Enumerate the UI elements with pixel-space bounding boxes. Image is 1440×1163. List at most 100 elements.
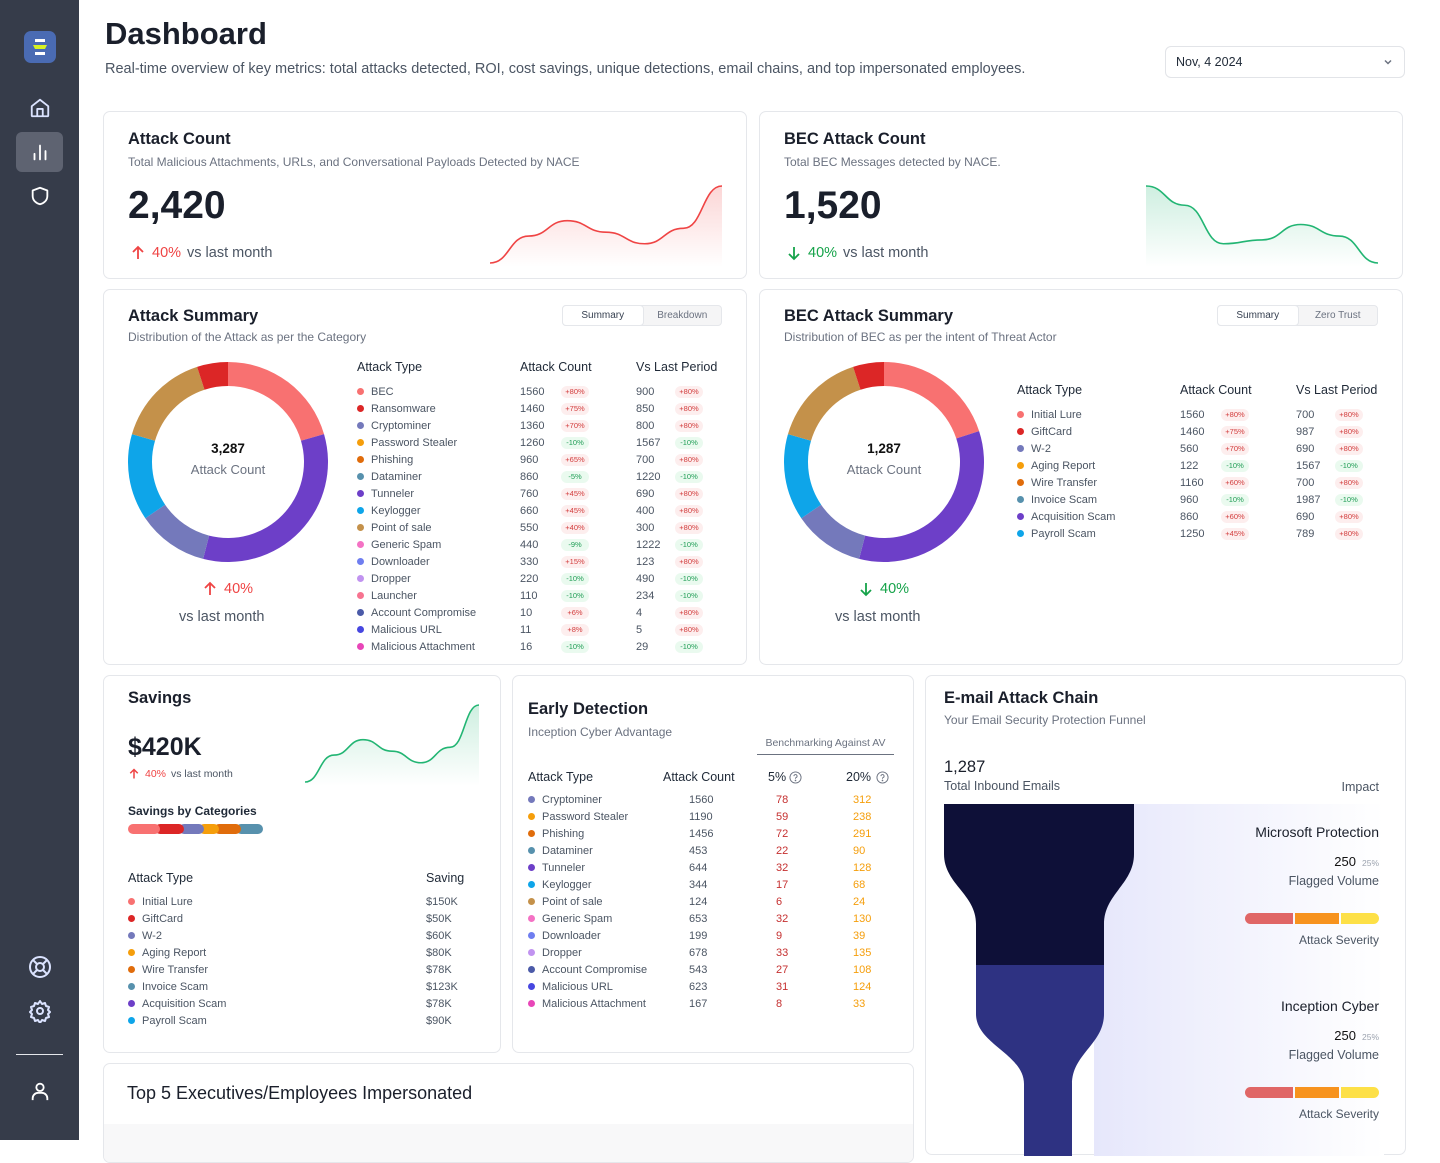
table-row[interactable]: Point of sale 124 6 24 xyxy=(528,893,898,910)
impersonated-card: Top 5 Executives/Employees Impersonated xyxy=(103,1063,914,1163)
previous-count: 690 xyxy=(1296,442,1315,455)
table-row[interactable]: GiftCard $50K xyxy=(128,910,468,927)
table-row[interactable]: Acquisition Scam $78K xyxy=(128,995,468,1012)
table-row[interactable]: Malicious Attachment 16 -10% 29 -10% xyxy=(357,638,727,655)
donut-segment[interactable] xyxy=(853,362,884,390)
table-row[interactable]: Account Compromise 543 27 108 xyxy=(528,961,898,978)
donut-segment[interactable] xyxy=(203,434,328,562)
table-row[interactable]: Acquisition Scam 860 +60% 690 +80% xyxy=(1017,508,1387,525)
question-circle-icon[interactable] xyxy=(876,770,889,784)
table-row[interactable]: Phishing 1456 72 291 xyxy=(528,825,898,842)
funnel-stage-1[interactable] xyxy=(944,804,1134,965)
date-select[interactable]: Nov, 4 2024 xyxy=(1165,46,1405,78)
table-row[interactable]: Invoice Scam $123K xyxy=(128,978,468,995)
table-row[interactable]: W-2 560 +70% 690 +80% xyxy=(1017,440,1387,457)
table-row[interactable]: Dropper 220 -10% 490 -10% xyxy=(357,570,727,587)
tab-summary[interactable]: Summary xyxy=(562,305,644,326)
tab-breakdown[interactable]: Breakdown xyxy=(657,310,708,321)
total-inbound-value: 1,287 xyxy=(944,758,986,776)
arrow-up-icon xyxy=(132,245,144,259)
table-row[interactable]: Malicious Attachment 167 8 33 xyxy=(528,995,898,1012)
table-row[interactable]: Invoice Scam 960 -10% 1987 -10% xyxy=(1017,491,1387,508)
sparkline-line xyxy=(489,185,723,264)
table-row[interactable]: Tunneler 760 +45% 690 +80% xyxy=(357,485,727,502)
table-row[interactable]: Ransomware 1460 +75% 850 +80% xyxy=(357,400,727,417)
table-row[interactable]: Account Compromise 10 +6% 4 +80% xyxy=(357,604,727,621)
table-row[interactable]: Tunneler 644 32 128 xyxy=(528,859,898,876)
donut-segment[interactable] xyxy=(228,362,325,441)
table-row[interactable]: Payroll Scam 1250 +45% 789 +80% xyxy=(1017,525,1387,542)
table-row[interactable]: Initial Lure $150K xyxy=(128,893,468,910)
table-row[interactable]: Keylogger 344 17 68 xyxy=(528,876,898,893)
donut-segment[interactable] xyxy=(784,434,822,519)
nav-profile[interactable] xyxy=(16,1071,63,1111)
attack-type: Invoice Scam xyxy=(142,980,209,993)
donut-segment[interactable] xyxy=(131,366,205,441)
table-row[interactable]: Point of sale 550 +40% 300 +80% xyxy=(357,519,727,536)
table-row[interactable]: BEC 1560 +80% 900 +80% xyxy=(357,383,727,400)
table-row[interactable]: Aging Report 122 -10% 1567 -10% xyxy=(1017,457,1387,474)
legend-dot-icon xyxy=(357,626,364,633)
attack-summary-card: Attack Summary Distribution of the Attac… xyxy=(103,289,747,665)
sparkline-area xyxy=(490,186,722,267)
stage-name: Inception Cyber xyxy=(1280,998,1379,1014)
table-row[interactable]: Wire Transfer $78K xyxy=(128,961,468,978)
table-row[interactable]: Malicious URL 11 +8% 5 +80% xyxy=(357,621,727,638)
table-row[interactable]: Password Stealer 1260 -10% 1567 -10% xyxy=(357,434,727,451)
nav-home[interactable] xyxy=(16,88,63,128)
donut-segment[interactable] xyxy=(884,362,980,439)
question-circle-icon[interactable] xyxy=(789,770,802,784)
attack-count: 960 xyxy=(1180,493,1199,506)
table-row[interactable]: Downloader 199 9 39 xyxy=(528,927,898,944)
nav-support[interactable] xyxy=(16,947,63,987)
tab-zero-trust[interactable]: Zero Trust xyxy=(1314,310,1361,321)
benchmark-20pct: 33 xyxy=(853,997,866,1010)
benchmark-5pct: 17 xyxy=(776,878,789,891)
nav-settings[interactable] xyxy=(16,991,63,1031)
table-row[interactable]: GiftCard 1460 +75% 987 +80% xyxy=(1017,423,1387,440)
logo-icon[interactable] xyxy=(24,31,56,63)
attack-summary-table: Attack Type Attack Count Vs Last Period … xyxy=(357,360,737,660)
donut-segment[interactable] xyxy=(859,431,984,562)
table-row[interactable]: Launcher 110 -10% 234 -10% xyxy=(357,587,727,604)
legend-dot-icon xyxy=(128,898,135,905)
benchmark-20pct: 108 xyxy=(853,963,872,976)
table-row[interactable]: Dropper 678 33 135 xyxy=(528,944,898,961)
table-row[interactable]: Malicious URL 623 31 124 xyxy=(528,978,898,995)
tab-summary[interactable]: Summary xyxy=(1217,305,1299,326)
table-row[interactable]: Password Stealer 1190 59 238 xyxy=(528,808,898,825)
table-row[interactable]: Generic Spam 440 -9% 1222 -10% xyxy=(357,536,727,553)
funnel-stage-2[interactable] xyxy=(976,965,1104,1156)
table-row[interactable]: W-2 $60K xyxy=(128,927,468,944)
sparkline-line xyxy=(1145,185,1379,264)
table-row[interactable]: Dataminer 860 -5% 1220 -10% xyxy=(357,468,727,485)
donut-center: 3,287 Attack Count xyxy=(168,441,288,477)
table-row[interactable]: Downloader 330 +15% 123 +80% xyxy=(357,553,727,570)
nav-security[interactable] xyxy=(16,176,63,216)
donut-segment[interactable] xyxy=(801,504,866,559)
nav-analytics[interactable] xyxy=(16,132,63,172)
donut-segment[interactable] xyxy=(145,504,210,559)
donut-label: Attack Count xyxy=(846,462,922,477)
change-badge: +80% xyxy=(675,521,703,534)
table-row[interactable]: Keylogger 660 +45% 400 +80% xyxy=(357,502,727,519)
donut-segment[interactable] xyxy=(197,362,228,390)
legend-dot-icon xyxy=(357,575,364,582)
table-row[interactable]: Payroll Scam $90K xyxy=(128,1012,468,1029)
table-row[interactable]: Aging Report $80K xyxy=(128,944,468,961)
column-header: Attack Type xyxy=(357,360,423,374)
donut-segment[interactable] xyxy=(787,366,861,441)
bec-summary-card: BEC Attack Summary Distribution of BEC a… xyxy=(759,289,1403,665)
attack-type: Password Stealer xyxy=(542,810,629,823)
donut-segment[interactable] xyxy=(128,434,166,519)
table-row[interactable]: Initial Lure 1560 +80% 700 +80% xyxy=(1017,406,1387,423)
table-row[interactable]: Dataminer 453 22 90 xyxy=(528,842,898,859)
table-row[interactable]: Cryptominer 1560 78 312 xyxy=(528,791,898,808)
table-row[interactable]: Phishing 960 +65% 700 +80% xyxy=(357,451,727,468)
table-row[interactable]: Generic Spam 653 32 130 xyxy=(528,910,898,927)
flagged-count: 250 xyxy=(1334,854,1356,869)
sparkline-area xyxy=(305,705,479,786)
table-row[interactable]: Wire Transfer 1160 +60% 700 +80% xyxy=(1017,474,1387,491)
saving-value: $60K xyxy=(426,929,452,942)
table-row[interactable]: Cryptominer 1360 +70% 800 +80% xyxy=(357,417,727,434)
